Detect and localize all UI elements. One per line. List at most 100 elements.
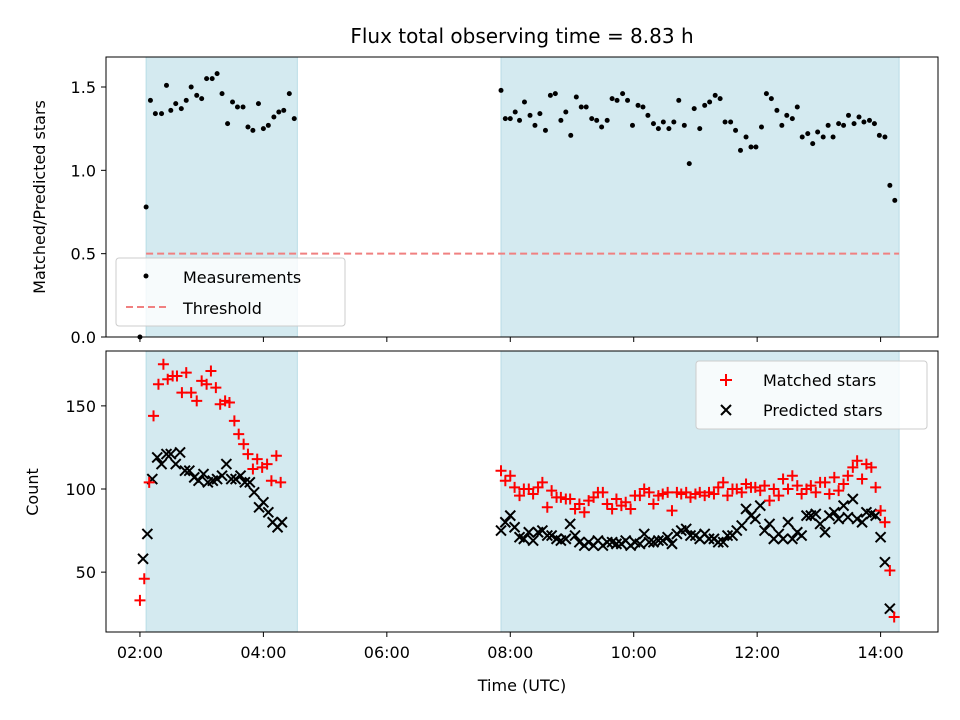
top-shaded-intervals <box>145 56 900 338</box>
measurement-point <box>650 121 656 127</box>
chart-title: Flux total observing time = 8.83 h <box>350 24 693 48</box>
matched-star-point <box>786 470 798 482</box>
predicted-star-point <box>740 503 752 515</box>
predicted-star-point <box>703 533 715 545</box>
matched-star-point <box>805 480 817 492</box>
measurement-point <box>645 112 651 118</box>
measurement-point <box>737 147 743 153</box>
measurement-points <box>137 71 898 340</box>
predicted-star-point <box>216 469 228 482</box>
predicted-star-point <box>717 536 729 548</box>
predicted-star-point <box>758 524 771 537</box>
predicted-star-point <box>819 526 831 538</box>
measurement-point <box>614 97 620 103</box>
measurement-point <box>143 204 149 210</box>
matched-star-point <box>185 387 197 399</box>
predicted-star-point <box>856 516 868 528</box>
measurement-point <box>517 117 523 123</box>
predicted-star-point <box>879 556 891 568</box>
measurement-point <box>825 122 831 128</box>
y-tick-label: 50 <box>76 563 96 582</box>
matched-star-point <box>856 473 868 485</box>
top-axes-frame <box>105 56 939 338</box>
matched-star-point <box>782 483 794 495</box>
matched-star-point <box>884 564 896 576</box>
measurement-point <box>225 121 231 127</box>
measurement-point <box>763 91 769 97</box>
predicted-star-point <box>541 529 554 542</box>
matched-star-point <box>261 458 273 470</box>
x-tick-label: 14:00 <box>858 643 904 662</box>
predicted-star-point <box>777 533 789 545</box>
predicted-star-point <box>160 448 173 460</box>
matched-star-point <box>270 450 282 462</box>
predicted-star-point <box>523 526 535 538</box>
measurement-point <box>245 124 251 130</box>
shaded-interval <box>145 350 298 633</box>
measurement-point <box>147 97 153 103</box>
legend-matched-marker <box>720 374 732 386</box>
predicted-star-point <box>763 518 776 530</box>
measurement-point <box>660 119 666 125</box>
predicted-star-point <box>874 531 887 543</box>
predicted-star-point <box>643 536 655 548</box>
shaded-interval <box>500 56 900 338</box>
matched-star-point <box>210 382 222 394</box>
measurement-point <box>846 112 852 118</box>
predicted-star-point <box>832 513 845 525</box>
matched-star-point <box>564 493 576 505</box>
predicted-star-point <box>257 496 270 509</box>
matched-star-point <box>514 490 526 502</box>
y-tick-label: 0.5 <box>71 245 96 264</box>
predicted-star-point <box>837 499 850 512</box>
measurement-point <box>547 92 553 98</box>
measurement-point <box>265 122 271 128</box>
predicted-star-point <box>786 533 799 545</box>
measurement-point <box>199 96 205 102</box>
measurement-point <box>794 104 800 110</box>
matched-star-point <box>275 476 287 488</box>
matched-star-point <box>717 476 729 488</box>
matched-star-point <box>828 471 840 483</box>
measurement-point <box>753 144 759 150</box>
matched-star-point <box>610 493 622 505</box>
measurement-point <box>604 117 610 123</box>
predicted-star-point <box>244 476 256 489</box>
matched-star-point <box>157 358 169 370</box>
predicted-star-point <box>847 493 859 505</box>
matched-star-point <box>233 428 245 440</box>
matched-star-point <box>597 486 609 498</box>
matched-star-point <box>833 485 845 497</box>
matched-star-point <box>662 486 674 498</box>
matched-star-point <box>205 365 217 377</box>
measurement-point <box>255 101 261 107</box>
predicted-star-point <box>754 499 766 512</box>
predicted-star-point <box>170 458 182 470</box>
x-tick-label: 08:00 <box>487 643 533 662</box>
matched-star-point <box>712 481 724 493</box>
matched-star-point <box>643 486 655 498</box>
measurement-point <box>805 131 811 137</box>
matched-star-point <box>625 503 637 515</box>
measurement-point <box>815 129 821 135</box>
legend-measurements-label: Measurements <box>183 268 301 287</box>
matched-star-point <box>847 461 859 473</box>
bottom-y-axis-label: Count <box>23 468 42 516</box>
measurement-point <box>635 102 641 108</box>
bottom-legend-box <box>695 360 928 430</box>
predicted-star-point <box>234 469 247 482</box>
measurement-point <box>271 114 277 120</box>
top-legend-box <box>115 257 346 327</box>
predicted-star-point <box>795 529 808 542</box>
predicted-star-point <box>137 553 149 565</box>
matched-star-point <box>247 463 259 475</box>
predicted-star-point <box>151 451 163 464</box>
measurement-point <box>866 117 872 123</box>
measurement-point <box>861 119 867 125</box>
measurement-point <box>563 109 569 115</box>
matched-star-point <box>842 470 854 482</box>
matched-star-point <box>171 370 183 382</box>
predicted-star-point <box>800 509 813 522</box>
measurement-point <box>583 104 589 110</box>
matched-star-point <box>138 573 150 585</box>
